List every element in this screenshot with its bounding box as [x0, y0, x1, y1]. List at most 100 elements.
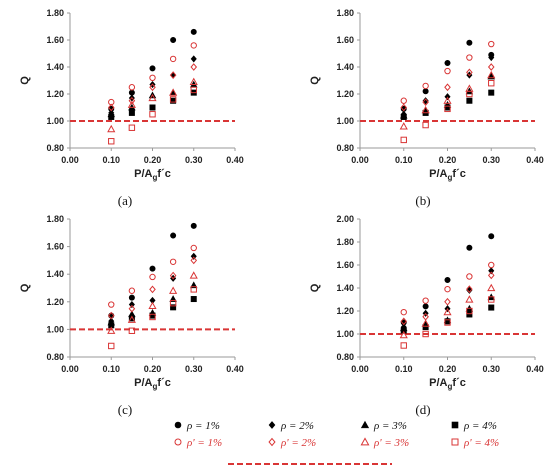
y-tick-label: 1.20 [336, 306, 354, 316]
y-axis-title: Q [19, 76, 31, 85]
panel-label: (c) [118, 402, 132, 417]
y-tick-label: 1.20 [336, 89, 354, 99]
y-axis-title: Q [19, 283, 31, 292]
data-point-rho2 [128, 300, 135, 309]
data-point-rho2 [422, 97, 429, 105]
legend-item-rhop4: ρ' = 4% [451, 437, 499, 449]
data-point-rho1 [190, 222, 197, 229]
y-tick-label: 1.40 [46, 269, 64, 279]
data-point-rho2 [190, 252, 197, 260]
y-tick-label: 1.80 [336, 237, 354, 247]
data-point-rho4 [170, 97, 177, 104]
data-point-rho2 [488, 53, 495, 62]
data-point-rhop1 [444, 285, 451, 293]
data-point-rho1 [128, 294, 135, 301]
x-tick-label: 0.10 [395, 364, 413, 374]
data-point-rho4 [466, 311, 473, 318]
data-point-rho4 [444, 104, 451, 111]
data-point-rho4 [128, 109, 135, 116]
data-point-rho1 [466, 244, 473, 251]
y-tick-label: 0.80 [46, 352, 64, 362]
chart-legend: ρ = 1% ρ = 2% ρ = 3% ρ = 4% ρ' = 1% ρ' = 2% ρ'… [174, 420, 499, 465]
legend-item-rho4: ρ = 4% [451, 420, 497, 432]
data-point-rhop3 [127, 315, 136, 323]
y-tick-label: 1.40 [336, 62, 354, 72]
legend-label-rhop1: ρ' = 1% [186, 437, 222, 449]
data-point-rho1 [170, 232, 177, 239]
legend-marker-rho1 [174, 421, 182, 429]
y-tick-label: 0.80 [336, 143, 354, 153]
y-tick-label: 1.00 [46, 116, 64, 126]
data-point-rhop1 [149, 74, 156, 82]
data-point-rho4 [149, 104, 156, 111]
data-point-rhop1 [422, 297, 429, 304]
data-point-rhop3 [148, 301, 157, 310]
data-point-rhop2 [107, 311, 115, 320]
data-point-rho4 [170, 304, 177, 311]
data-point-rhop2 [487, 271, 495, 280]
data-point-rhop4 [108, 138, 115, 145]
data-point-rhop2 [400, 317, 408, 326]
y-axis-title: Q [309, 76, 321, 85]
x-tick-label: 0.40 [526, 155, 544, 165]
data-point-rhop1 [169, 258, 177, 265]
x-tick-label: 0.30 [482, 364, 500, 374]
panel-label: (a) [118, 193, 132, 208]
data-point-rho4 [400, 113, 407, 120]
legend-item-rho1: ρ = 1% [174, 420, 220, 432]
data-point-rho1 [422, 88, 429, 95]
data-point-rhop2 [149, 83, 156, 92]
data-point-rhop1 [190, 244, 197, 252]
data-point-rhop4 [190, 286, 197, 293]
panel-label: (d) [415, 402, 430, 417]
x-tick-label: 0.20 [144, 364, 162, 374]
legend-label-rho2: ρ = 2% [280, 420, 314, 432]
legend-marker-rhop3 [360, 437, 370, 446]
data-point-rhop2 [422, 98, 429, 106]
x-tick-label: 0.30 [185, 364, 203, 374]
data-point-rhop3 [421, 105, 430, 114]
data-point-rhop1 [488, 40, 495, 48]
data-point-rhop2 [444, 83, 451, 92]
data-point-rhop3 [487, 70, 496, 79]
data-point-rhop4 [190, 86, 197, 94]
data-point-rhop3 [421, 319, 430, 327]
data-point-rhop3 [399, 122, 408, 130]
y-tick-label: 0.80 [46, 143, 64, 153]
legend-label-rho3: ρ = 3% [373, 420, 407, 432]
x-tick-label: 0.00 [61, 364, 79, 374]
legend-marker-rhop2 [268, 437, 276, 447]
y-tick-label: 1.20 [46, 297, 64, 307]
x-tick-label: 0.20 [144, 155, 162, 165]
x-tick-label: 0.00 [351, 155, 369, 165]
x-tick-label: 0.30 [482, 155, 500, 165]
data-point-rhop4 [466, 90, 473, 98]
data-point-rhop3 [169, 88, 178, 96]
data-point-rho2 [170, 71, 177, 79]
legend-label-rhop4: ρ' = 4% [463, 437, 499, 449]
data-point-rhop1 [190, 42, 197, 49]
y-tick-label: 0.80 [336, 352, 354, 362]
data-point-rho1 [170, 36, 177, 43]
data-point-rhop4 [149, 111, 156, 118]
y-tick-label: 1.80 [46, 8, 64, 18]
data-point-rho1 [488, 233, 495, 240]
chart-panel-1: 0.00 0.10 0.20 0.30 0.40 0.80 1.00 1.20 1.40 1.60… [19, 8, 244, 208]
legend-item-rhop2: ρ' = 2% [268, 437, 316, 449]
data-point-rhop2 [400, 103, 408, 112]
data-point-rhop1 [108, 301, 115, 308]
x-tick-label: 0.20 [439, 364, 457, 374]
data-point-rhop3 [399, 330, 408, 339]
data-point-rhop1 [488, 261, 495, 269]
x-tick-label: 0.00 [61, 155, 79, 165]
legend-label-rho4: ρ = 4% [463, 420, 497, 432]
y-tick-label: 1.00 [336, 329, 354, 339]
data-point-rhop4 [149, 313, 156, 321]
data-point-rhop4 [400, 342, 407, 349]
data-point-rhop3 [127, 100, 136, 108]
data-point-rhop1 [169, 55, 177, 63]
data-point-rhop4 [488, 296, 495, 303]
data-point-rhop1 [400, 308, 407, 316]
y-tick-label: 1.60 [336, 260, 354, 270]
